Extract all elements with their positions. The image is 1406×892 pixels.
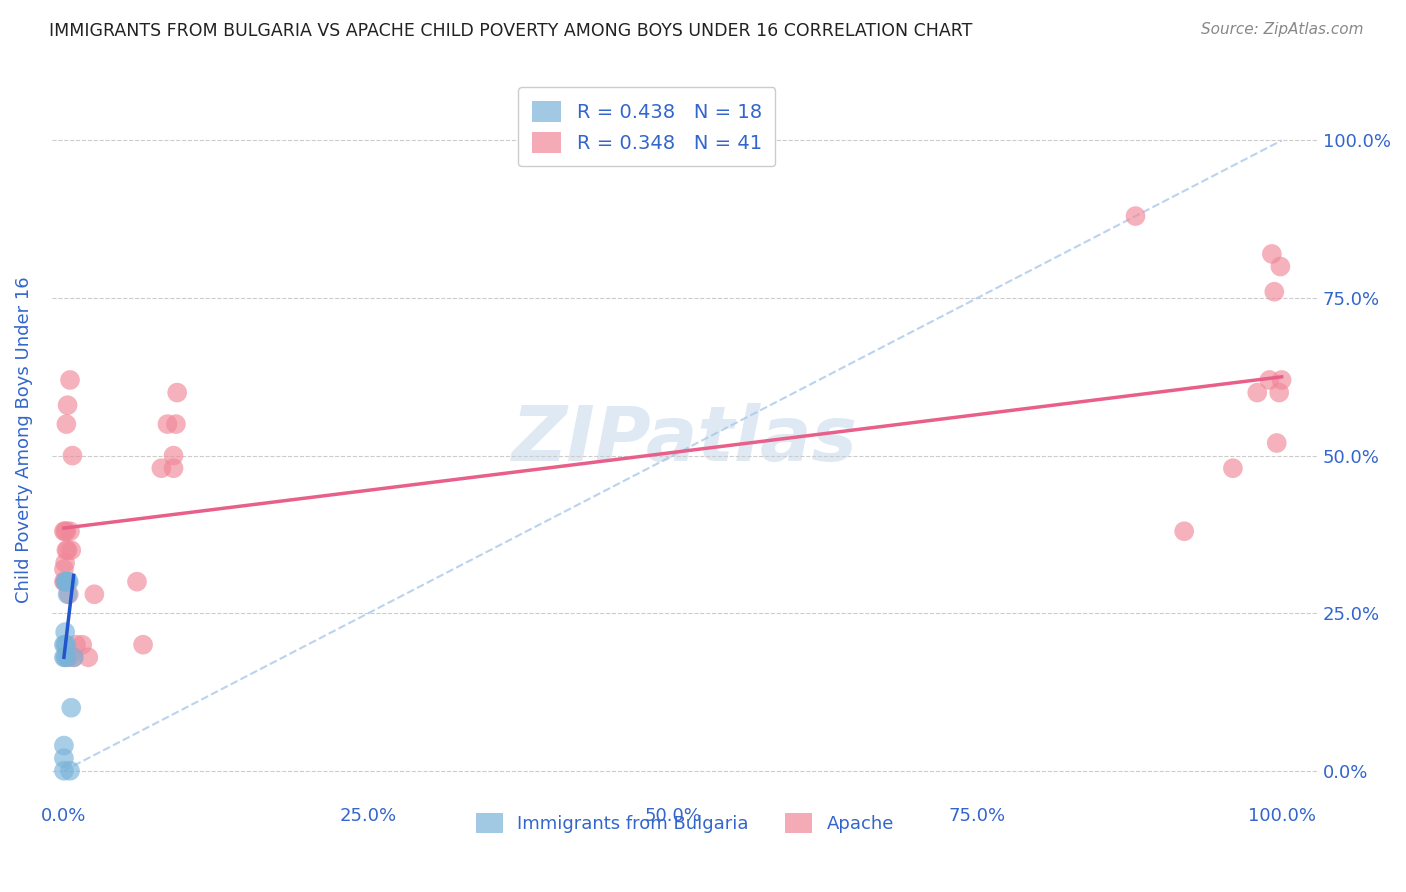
Point: [52, 650, 75, 665]
Point: [77, 650, 100, 665]
Point: [1268, 385, 1291, 400]
Point: [53, 524, 76, 539]
Point: [56, 543, 79, 558]
Point: [58, 574, 80, 589]
Point: [52, 764, 75, 778]
Point: [53, 650, 76, 665]
Point: [59, 764, 82, 778]
Point: [58, 587, 80, 601]
Text: Source: ZipAtlas.com: Source: ZipAtlas.com: [1201, 22, 1364, 37]
Y-axis label: Child Poverty Among Boys Under 16: Child Poverty Among Boys Under 16: [15, 277, 32, 603]
Point: [1246, 385, 1268, 400]
Point: [55, 417, 77, 431]
Point: [156, 417, 179, 431]
Point: [55, 543, 77, 558]
Point: [59, 524, 82, 539]
Point: [53, 556, 76, 570]
Point: [1261, 247, 1284, 261]
Point: [55, 524, 77, 539]
Point: [1270, 260, 1292, 274]
Point: [1125, 209, 1147, 223]
Point: [1271, 373, 1294, 387]
Point: [59, 373, 82, 387]
Point: [132, 638, 155, 652]
Point: [52, 739, 75, 753]
Point: [162, 449, 184, 463]
Point: [125, 574, 148, 589]
Text: ZIPatlas: ZIPatlas: [512, 403, 858, 477]
Legend: Immigrants from Bulgaria, Apache: Immigrants from Bulgaria, Apache: [465, 803, 905, 844]
Point: [1222, 461, 1244, 475]
Point: [162, 461, 184, 475]
Point: [1258, 373, 1281, 387]
Point: [62, 650, 84, 665]
Point: [150, 461, 173, 475]
Point: [55, 650, 77, 665]
Point: [1263, 285, 1285, 299]
Point: [56, 398, 79, 412]
Point: [53, 574, 76, 589]
Point: [62, 449, 84, 463]
Point: [52, 751, 75, 765]
Point: [1173, 524, 1195, 539]
Point: [53, 638, 76, 652]
Point: [58, 650, 80, 665]
Point: [53, 625, 76, 640]
Point: [52, 562, 75, 576]
Point: [1265, 436, 1288, 450]
Point: [165, 417, 187, 431]
Point: [52, 574, 75, 589]
Point: [83, 587, 105, 601]
Point: [55, 574, 77, 589]
Point: [52, 524, 75, 539]
Point: [60, 700, 83, 714]
Point: [52, 638, 75, 652]
Point: [55, 638, 77, 652]
Point: [70, 638, 93, 652]
Point: [56, 587, 79, 601]
Point: [62, 650, 84, 665]
Point: [60, 543, 83, 558]
Point: [65, 638, 87, 652]
Text: IMMIGRANTS FROM BULGARIA VS APACHE CHILD POVERTY AMONG BOYS UNDER 16 CORRELATION: IMMIGRANTS FROM BULGARIA VS APACHE CHILD…: [49, 22, 973, 40]
Point: [166, 385, 188, 400]
Point: [53, 574, 76, 589]
Point: [56, 574, 79, 589]
